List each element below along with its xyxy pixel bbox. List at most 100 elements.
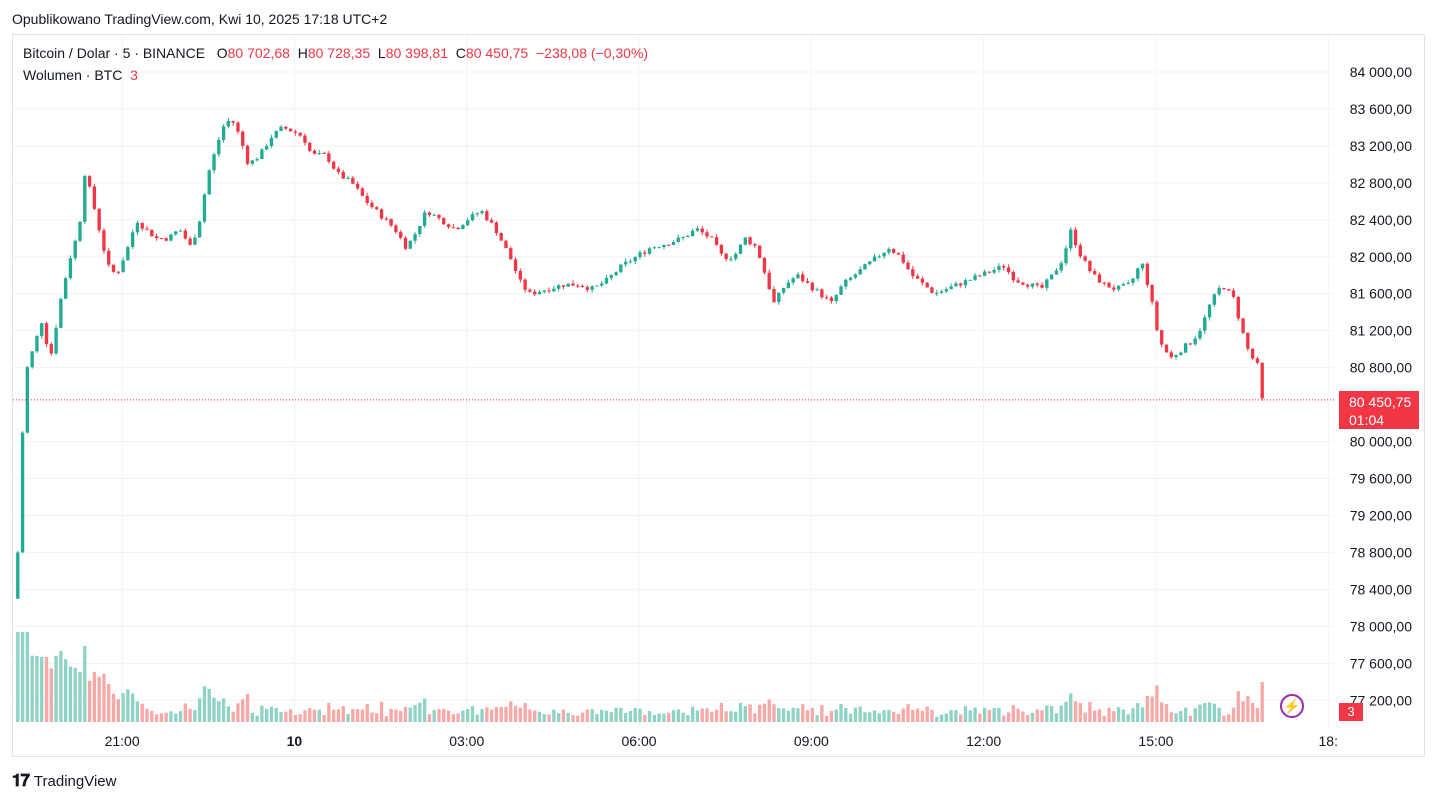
candle-body <box>312 150 317 154</box>
candle-body <box>600 283 604 286</box>
candle-body <box>935 292 939 294</box>
y-tick-label: 82 000,00 <box>1350 249 1412 265</box>
volume-bar <box>394 709 398 722</box>
volume-bar <box>643 715 647 722</box>
candle-body <box>614 272 618 276</box>
volume-bar <box>92 672 97 722</box>
candle-body <box>241 131 245 146</box>
candle-body <box>1241 318 1245 333</box>
candle-body <box>1227 289 1231 291</box>
volume-bar <box>810 707 814 722</box>
volume-bar <box>1112 711 1116 722</box>
volume-bar <box>351 708 355 722</box>
volume-bar <box>891 711 896 722</box>
candle-body <box>130 232 135 248</box>
candle-body <box>1188 343 1193 345</box>
volume-bar <box>87 680 92 722</box>
volume-bar <box>16 632 20 722</box>
candle-body <box>1169 352 1173 358</box>
candle-body <box>791 278 795 283</box>
volume-bar <box>1026 715 1030 722</box>
volume-bar <box>150 710 154 722</box>
candle-body <box>872 256 877 262</box>
candle-body <box>92 186 97 209</box>
volume-bar <box>681 712 685 722</box>
volume-bar <box>489 709 494 722</box>
volume-bar <box>154 714 159 722</box>
volume-bar <box>1140 707 1145 722</box>
volume-bar <box>949 710 953 722</box>
candle-body <box>1059 263 1063 271</box>
lightning-icon[interactable]: ⚡ <box>1280 694 1304 718</box>
candle-body <box>1026 284 1030 287</box>
volume-bar <box>188 708 192 722</box>
volume-bar <box>729 711 733 722</box>
candle-body <box>461 225 465 230</box>
volume-bar <box>652 714 657 722</box>
volume-bar <box>317 709 321 722</box>
candle-body <box>561 285 566 287</box>
published-header: Opublikowano TradingView.com, Kwi 10, 20… <box>12 11 388 27</box>
candle-body <box>968 279 972 281</box>
volume-bar <box>829 711 834 722</box>
candle-body <box>877 256 881 258</box>
volume-bar <box>767 699 771 722</box>
volume-label[interactable]: Wolumen · BTC <box>23 67 123 83</box>
candle-body <box>116 271 120 273</box>
candle-body <box>767 272 771 290</box>
volume-bar <box>346 714 350 722</box>
candle-body <box>322 152 326 154</box>
symbol-label[interactable]: Bitcoin / Dolar · 5 · BINANCE <box>23 45 206 61</box>
volume-bar <box>1064 701 1068 722</box>
volume-bar <box>1049 705 1054 722</box>
candle-body <box>753 244 757 246</box>
candle-body <box>288 128 293 132</box>
candle-body <box>264 146 269 150</box>
volume-bar <box>791 707 795 722</box>
volume-bar <box>992 708 996 722</box>
candle-body <box>930 287 934 293</box>
volume-bar <box>413 704 417 722</box>
candle-body <box>164 238 168 241</box>
volume-bar <box>801 704 805 722</box>
volume-bar <box>805 710 810 722</box>
volume-bar <box>944 713 948 722</box>
volume-bar <box>580 712 585 722</box>
candle-body <box>537 292 542 295</box>
volume-bar <box>1006 712 1011 722</box>
candle-body <box>1150 284 1154 302</box>
candle-body <box>805 281 810 283</box>
y-tick-label: 78 800,00 <box>1350 544 1412 560</box>
candle-body <box>1203 317 1207 331</box>
candle-body <box>518 271 523 280</box>
candle-body <box>810 282 814 291</box>
volume-bar <box>197 698 202 722</box>
volume-bar <box>671 710 676 722</box>
volume-bar <box>690 706 695 722</box>
volume-bar <box>743 706 747 722</box>
candle-body <box>422 212 427 226</box>
volume-bar <box>882 710 886 722</box>
volume-bar <box>102 673 106 722</box>
candle-body <box>1049 274 1054 280</box>
volume-bar <box>418 702 422 722</box>
candle-body <box>16 552 20 599</box>
candle-body <box>1040 284 1044 288</box>
candle-body <box>724 253 728 259</box>
volume-bar <box>513 705 518 722</box>
candle-body <box>528 289 532 292</box>
candle-body <box>509 248 513 260</box>
candle-body <box>197 221 202 238</box>
candle-body <box>1255 358 1260 363</box>
volume-bar <box>700 708 704 722</box>
candle-body <box>427 212 432 216</box>
candle-body <box>796 274 800 279</box>
volume-bar <box>619 707 623 722</box>
y-tick-label: 79 200,00 <box>1350 507 1412 523</box>
volume-bar <box>355 709 360 722</box>
footer-brand[interactable]: 𝟏𝟕 TradingView <box>12 771 116 791</box>
candle-body <box>1097 274 1102 283</box>
candle-body <box>202 194 207 222</box>
last-price-badge: 80 450,75 01:04 <box>1339 391 1419 429</box>
